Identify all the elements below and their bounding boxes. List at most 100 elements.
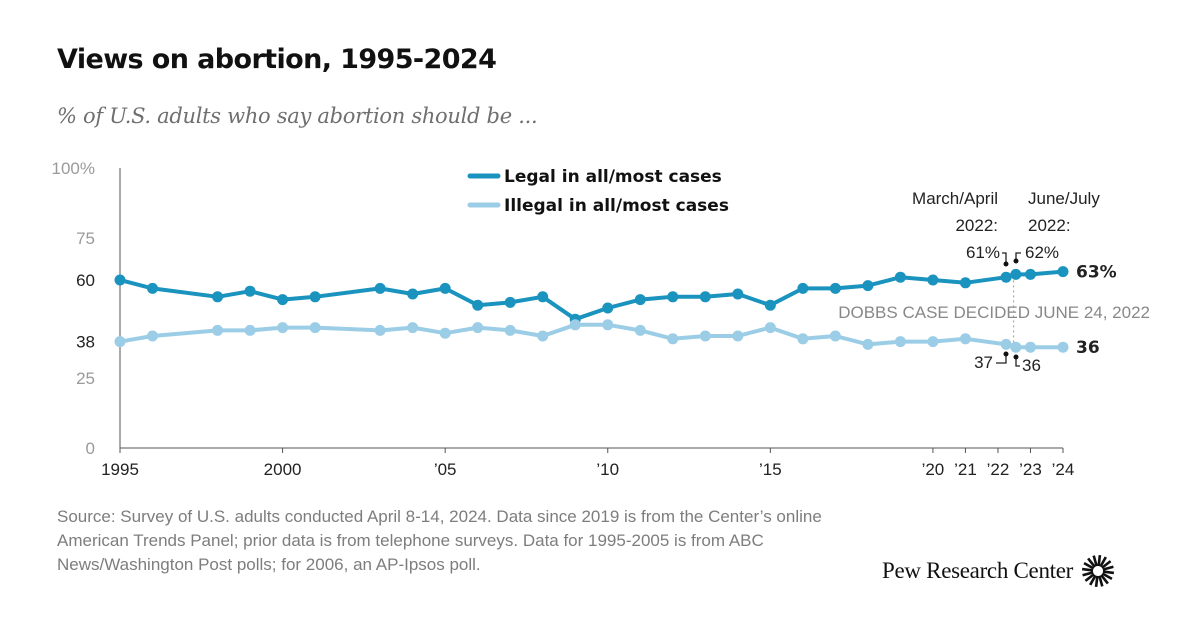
- source-note: Source: Survey of U.S. adults conducted …: [57, 507, 822, 574]
- leader-dot: [1013, 258, 1019, 264]
- x-tick-label: ’05: [434, 460, 457, 479]
- data-point: [309, 291, 321, 303]
- data-point: [472, 322, 484, 334]
- data-point: [764, 299, 776, 311]
- data-point: [634, 324, 646, 336]
- callout-june-july-legal: 62%: [1025, 243, 1059, 262]
- x-tick-label: ’24: [1052, 460, 1075, 479]
- data-point: [667, 291, 679, 303]
- data-point: [602, 302, 614, 314]
- series-illegal: [114, 319, 1069, 353]
- y-tick-label: 0: [86, 439, 95, 458]
- data-point: [537, 330, 549, 342]
- data-point: [114, 274, 126, 286]
- series-line: [118, 322, 1065, 350]
- chart-axes: 100% 75 60 38 25 0 1995 2000 ’05 ’10 ’15 ’20 ’21 ’22 ’…: [52, 159, 1075, 479]
- data-point: [1010, 268, 1022, 280]
- brand-block: Pew Research Center: [882, 554, 1115, 588]
- callout-march-april-legal: 61%: [966, 243, 1000, 262]
- data-point: [764, 322, 776, 334]
- x-tick-label: ’15: [759, 460, 782, 479]
- data-point: [829, 330, 841, 342]
- series-layer: [114, 266, 1069, 353]
- data-point: [797, 282, 809, 294]
- end-label-legal: 63%: [1076, 263, 1117, 283]
- data-point: [829, 282, 841, 294]
- x-tick-label: 2000: [264, 460, 302, 479]
- data-point: [732, 288, 744, 300]
- leader-june-july-illegal: [1015, 357, 1020, 367]
- line-chart: 100% 75 60 38 25 0 1995 2000 ’05 ’10 ’15 ’20 ’21 ’22 ’…: [52, 159, 1150, 479]
- data-point: [147, 282, 159, 294]
- y-tick-label: 38: [76, 333, 95, 352]
- data-point: [212, 324, 224, 336]
- data-point: [1024, 341, 1036, 353]
- data-point: [862, 338, 874, 350]
- data-point: [732, 330, 744, 342]
- data-point: [894, 271, 906, 283]
- data-point: [407, 322, 419, 334]
- data-point: [244, 285, 256, 297]
- data-point: [797, 333, 809, 345]
- data-point: [374, 282, 386, 294]
- leader-march-april-illegal: [996, 354, 1007, 364]
- leader-dot: [1003, 351, 1009, 357]
- x-tick-label: ’20: [922, 460, 945, 479]
- y-tick-label: 60: [76, 271, 95, 290]
- brand-name: Pew Research Center: [882, 558, 1074, 583]
- data-point: [114, 336, 126, 348]
- data-point: [1000, 271, 1012, 283]
- x-tick-label: ’23: [1019, 460, 1042, 479]
- data-point: [504, 296, 516, 308]
- chart-title: Views on abortion, 1995-2024: [57, 44, 497, 75]
- data-point: [537, 291, 549, 303]
- callout-june-july-year: 2022:: [1028, 216, 1071, 235]
- end-label-illegal: 36: [1076, 338, 1100, 358]
- callout-march-april-title: March/April: [912, 189, 998, 208]
- data-point: [439, 327, 451, 339]
- callout-june-july-title: June/July: [1028, 189, 1100, 208]
- data-point: [374, 324, 386, 336]
- x-tick-label: ’10: [596, 460, 619, 479]
- data-point: [1057, 266, 1069, 278]
- data-point: [927, 274, 939, 286]
- dobbs-label: DOBBS CASE DECIDED JUNE 24, 2022: [838, 303, 1150, 322]
- data-point: [1057, 341, 1069, 353]
- data-point: [309, 322, 321, 334]
- data-point: [862, 280, 874, 292]
- data-point: [212, 291, 224, 303]
- data-point: [699, 330, 711, 342]
- data-point: [894, 336, 906, 348]
- x-tick-label: ’22: [987, 460, 1010, 479]
- data-point: [407, 288, 419, 300]
- data-point: [959, 333, 971, 345]
- data-point: [959, 277, 971, 289]
- data-point: [1024, 268, 1036, 280]
- leader-march-april-legal: [1002, 252, 1007, 264]
- y-tick-label: 25: [76, 369, 95, 388]
- callout-march-april-year: 2022:: [955, 216, 998, 235]
- legend-label: Illegal in all/most cases: [504, 196, 729, 216]
- data-point: [602, 319, 614, 331]
- data-point: [699, 291, 711, 303]
- data-point: [277, 294, 289, 306]
- data-point: [439, 282, 451, 294]
- callout-june-july-illegal: 36: [1022, 356, 1041, 375]
- data-point: [147, 330, 159, 342]
- data-point: [277, 322, 289, 334]
- data-point: [927, 336, 939, 348]
- chart-legend: Legal in all/most cases Illegal in all/mo…: [467, 167, 729, 216]
- leader-dot: [1013, 354, 1019, 360]
- x-tick-label: 1995: [101, 460, 139, 479]
- legend-label: Legal in all/most cases: [504, 167, 722, 187]
- leader-june-july-legal: [1015, 252, 1021, 261]
- chart-subtitle: % of U.S. adults who say abortion should…: [57, 104, 538, 128]
- data-point: [472, 299, 484, 311]
- data-point: [1010, 341, 1022, 353]
- series-legal: [114, 266, 1069, 325]
- x-tick-label: ’21: [954, 460, 977, 479]
- chart-annotations: DOBBS CASE DECIDED JUNE 24, 2022 63% 36 Mar…: [838, 189, 1150, 375]
- pew-sunburst-icon: [1081, 554, 1115, 588]
- data-point: [244, 324, 256, 336]
- data-point: [634, 294, 646, 306]
